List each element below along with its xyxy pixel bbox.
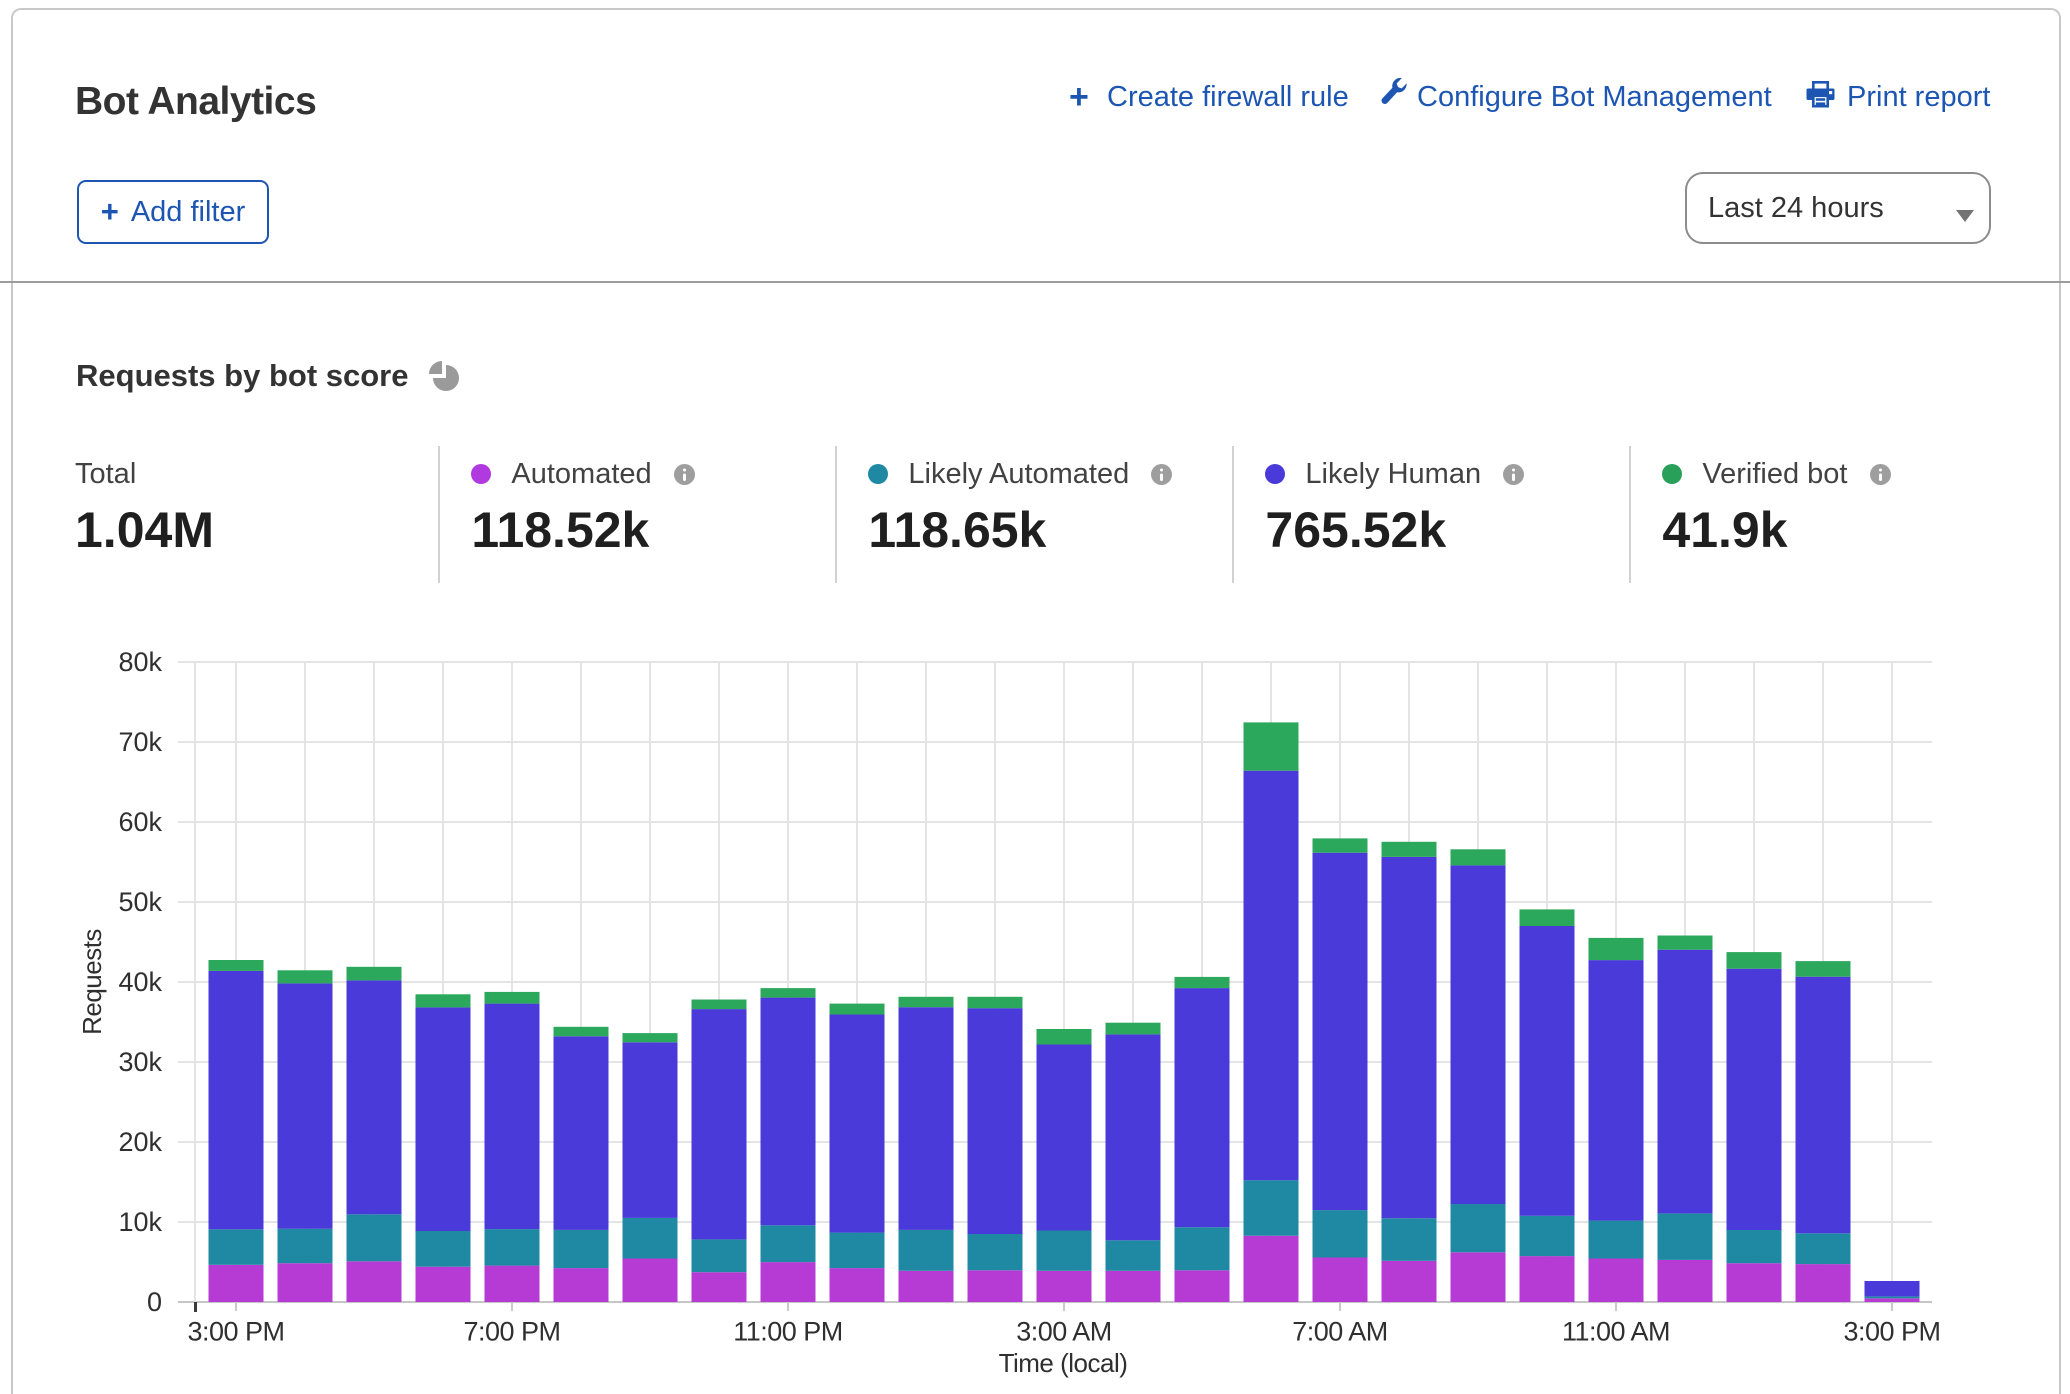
svg-text:7:00 PM: 7:00 PM [463,1317,560,1347]
svg-text:3:00 PM: 3:00 PM [1843,1317,1940,1347]
svg-text:10k: 10k [118,1207,162,1237]
svg-text:30k: 30k [118,1047,162,1077]
svg-text:Time (local): Time (local) [999,1348,1128,1378]
svg-text:80k: 80k [118,647,162,677]
svg-text:3:00 PM: 3:00 PM [187,1317,284,1347]
svg-text:11:00 PM: 11:00 PM [733,1317,843,1347]
svg-text:50k: 50k [118,887,162,917]
svg-text:Requests: Requests [77,929,107,1035]
svg-text:3:00 AM: 3:00 AM [1016,1317,1112,1347]
svg-text:40k: 40k [118,967,162,997]
svg-text:0: 0 [147,1287,162,1317]
svg-text:11:00 AM: 11:00 AM [1562,1317,1670,1347]
svg-text:7:00 AM: 7:00 AM [1292,1317,1388,1347]
svg-text:20k: 20k [118,1127,162,1157]
svg-text:60k: 60k [118,807,162,837]
svg-text:70k: 70k [118,727,162,757]
